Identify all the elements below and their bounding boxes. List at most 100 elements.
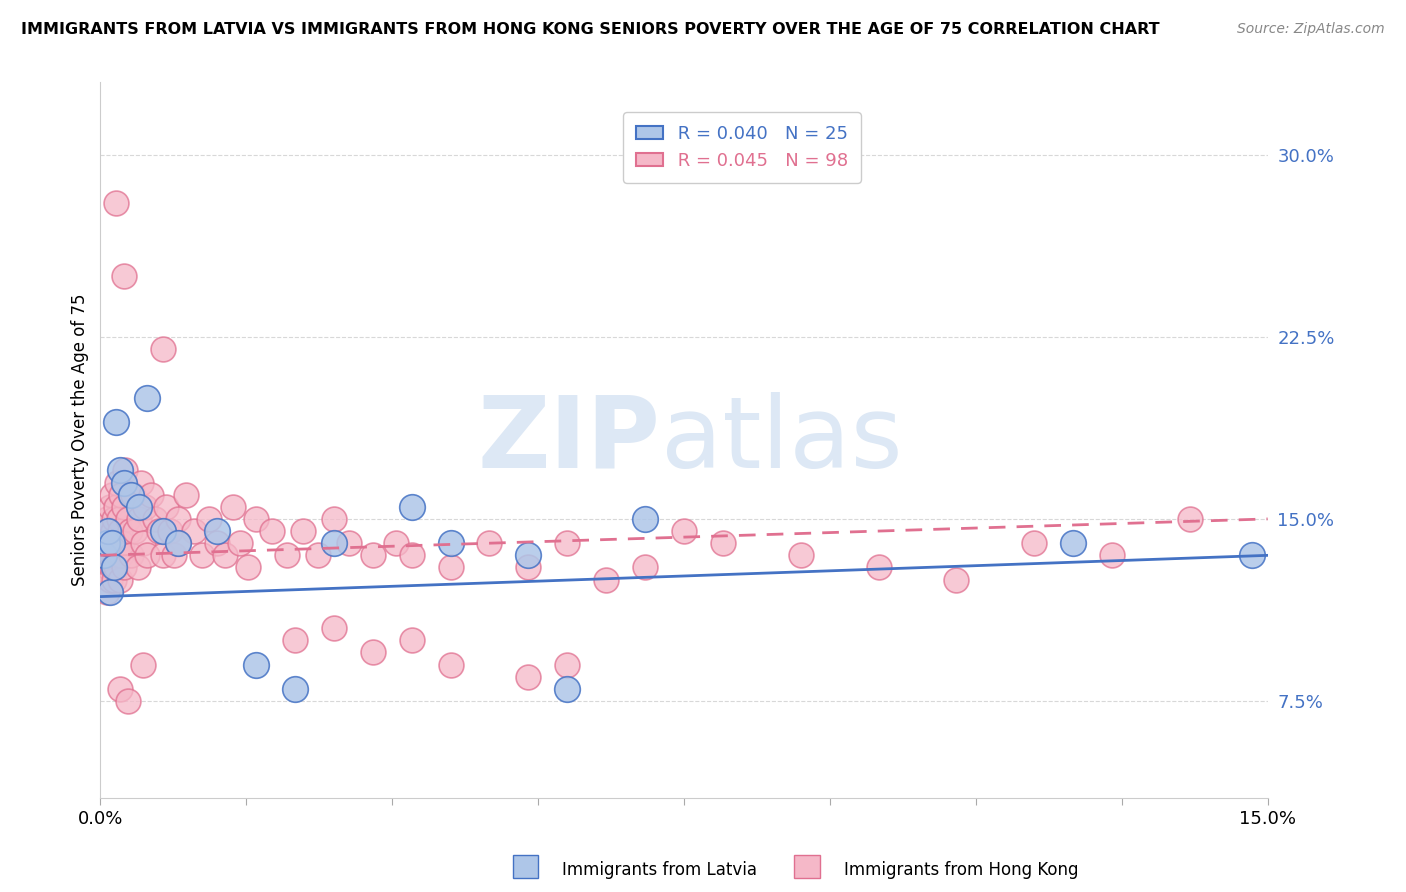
Point bbox=[152, 549, 174, 563]
Point bbox=[108, 463, 131, 477]
Point bbox=[322, 536, 344, 550]
Point bbox=[121, 549, 143, 563]
Point bbox=[245, 512, 267, 526]
Point bbox=[284, 633, 307, 648]
Point bbox=[98, 573, 121, 587]
Point bbox=[214, 549, 236, 563]
Point bbox=[672, 524, 695, 538]
Point bbox=[401, 500, 423, 514]
Point bbox=[132, 536, 155, 550]
Point bbox=[159, 524, 181, 538]
Point bbox=[112, 500, 135, 514]
Point bbox=[634, 512, 657, 526]
Point bbox=[128, 512, 150, 526]
Point bbox=[517, 560, 540, 574]
Point bbox=[148, 524, 170, 538]
Point bbox=[337, 536, 360, 550]
Point bbox=[132, 657, 155, 672]
Point bbox=[361, 645, 384, 659]
Point bbox=[167, 512, 190, 526]
Point bbox=[107, 549, 129, 563]
Point bbox=[112, 269, 135, 284]
Point bbox=[103, 573, 125, 587]
Point bbox=[401, 633, 423, 648]
Point bbox=[117, 694, 139, 708]
Point bbox=[110, 488, 132, 502]
Point bbox=[136, 391, 159, 405]
Point bbox=[868, 560, 890, 574]
Point bbox=[439, 657, 461, 672]
Point bbox=[96, 536, 118, 550]
Point bbox=[103, 512, 125, 526]
Point bbox=[97, 560, 120, 574]
Point bbox=[101, 488, 124, 502]
Point bbox=[1241, 549, 1264, 563]
Point bbox=[112, 560, 135, 574]
Point bbox=[167, 536, 190, 550]
Point bbox=[205, 536, 228, 550]
Point bbox=[711, 536, 734, 550]
Text: Source: ZipAtlas.com: Source: ZipAtlas.com bbox=[1237, 22, 1385, 37]
Point bbox=[174, 488, 197, 502]
Point bbox=[291, 524, 314, 538]
Point bbox=[167, 536, 190, 550]
Point bbox=[134, 500, 156, 514]
Point bbox=[129, 475, 152, 490]
Point bbox=[439, 536, 461, 550]
Point bbox=[198, 512, 221, 526]
Point bbox=[93, 536, 115, 550]
Point bbox=[517, 549, 540, 563]
Point bbox=[111, 536, 134, 550]
Point bbox=[128, 500, 150, 514]
Point bbox=[595, 573, 617, 587]
Point bbox=[127, 560, 149, 574]
Point bbox=[104, 196, 127, 211]
Point bbox=[284, 681, 307, 696]
Point bbox=[361, 549, 384, 563]
Point bbox=[108, 524, 131, 538]
Point bbox=[322, 621, 344, 635]
Point bbox=[97, 524, 120, 538]
Point bbox=[183, 524, 205, 538]
Point bbox=[1062, 536, 1084, 550]
Point bbox=[155, 500, 177, 514]
Point bbox=[1178, 512, 1201, 526]
Text: atlas: atlas bbox=[661, 392, 903, 489]
Point bbox=[108, 573, 131, 587]
Point bbox=[790, 549, 813, 563]
Point bbox=[238, 560, 260, 574]
Point bbox=[555, 536, 578, 550]
Point bbox=[101, 524, 124, 538]
Point bbox=[100, 549, 122, 563]
Point bbox=[945, 573, 967, 587]
Point bbox=[104, 560, 127, 574]
Point bbox=[143, 512, 166, 526]
Legend:  R = 0.040   N = 25,  R = 0.045   N = 98: R = 0.040 N = 25, R = 0.045 N = 98 bbox=[623, 112, 860, 183]
Point bbox=[260, 524, 283, 538]
Point bbox=[121, 488, 143, 502]
Point bbox=[221, 500, 243, 514]
Point bbox=[114, 463, 136, 477]
Text: Immigrants from Hong Kong: Immigrants from Hong Kong bbox=[844, 861, 1078, 879]
Point bbox=[555, 657, 578, 672]
Point bbox=[555, 681, 578, 696]
Point bbox=[190, 549, 212, 563]
Point bbox=[100, 536, 122, 550]
Point bbox=[103, 560, 125, 574]
Y-axis label: Seniors Poverty Over the Age of 75: Seniors Poverty Over the Age of 75 bbox=[72, 293, 89, 586]
Point bbox=[112, 475, 135, 490]
Point bbox=[401, 549, 423, 563]
Point bbox=[124, 524, 146, 538]
Point bbox=[439, 560, 461, 574]
Point bbox=[152, 524, 174, 538]
Point bbox=[108, 681, 131, 696]
Point bbox=[139, 488, 162, 502]
Point bbox=[104, 500, 127, 514]
Point bbox=[245, 657, 267, 672]
Point bbox=[634, 560, 657, 574]
Point bbox=[307, 549, 329, 563]
Point bbox=[478, 536, 501, 550]
Point bbox=[122, 488, 145, 502]
Text: IMMIGRANTS FROM LATVIA VS IMMIGRANTS FROM HONG KONG SENIORS POVERTY OVER THE AGE: IMMIGRANTS FROM LATVIA VS IMMIGRANTS FRO… bbox=[21, 22, 1160, 37]
Text: ZIP: ZIP bbox=[478, 392, 661, 489]
